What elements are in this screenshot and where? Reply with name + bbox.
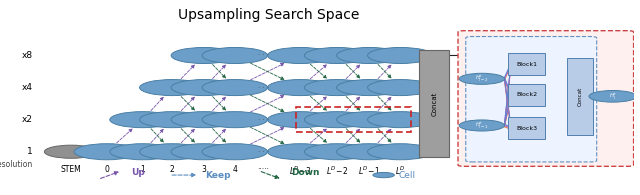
Text: 3: 3 <box>202 165 206 174</box>
Text: Block2: Block2 <box>516 92 537 97</box>
Text: Cell: Cell <box>399 171 415 180</box>
Text: $L^D$$\!-\!2$: $L^D$$\!-\!2$ <box>326 165 348 177</box>
Text: Up: Up <box>131 168 145 177</box>
FancyBboxPatch shape <box>508 117 545 139</box>
FancyBboxPatch shape <box>466 36 596 162</box>
Text: 2: 2 <box>170 165 175 174</box>
Circle shape <box>74 144 140 160</box>
Circle shape <box>202 47 268 64</box>
Circle shape <box>305 80 370 96</box>
Text: · · ·: · · · <box>258 52 269 58</box>
Circle shape <box>171 144 237 160</box>
Circle shape <box>337 112 402 128</box>
Text: 4: 4 <box>232 165 237 174</box>
Circle shape <box>305 144 370 160</box>
Circle shape <box>367 47 433 64</box>
Text: 1: 1 <box>27 147 33 156</box>
Circle shape <box>140 144 205 160</box>
Text: Keep: Keep <box>205 171 230 180</box>
Text: 1: 1 <box>140 165 145 174</box>
Circle shape <box>337 80 402 96</box>
Circle shape <box>460 120 504 131</box>
FancyBboxPatch shape <box>508 84 545 106</box>
Text: $H^t_l$: $H^t_l$ <box>609 91 617 102</box>
Circle shape <box>460 73 504 84</box>
Circle shape <box>171 112 237 128</box>
Text: · · ·: · · · <box>258 117 269 123</box>
Circle shape <box>268 144 333 160</box>
Text: · · ·: · · · <box>258 149 269 155</box>
Text: Output: Output <box>476 51 512 60</box>
Circle shape <box>337 144 402 160</box>
Text: ·····: ····· <box>257 165 269 174</box>
Circle shape <box>110 112 175 128</box>
Circle shape <box>373 172 394 178</box>
Text: Block1: Block1 <box>516 62 537 67</box>
Circle shape <box>367 112 433 128</box>
Text: x8: x8 <box>21 51 33 60</box>
Circle shape <box>337 47 402 64</box>
Text: $H^t_{l-1}$: $H^t_{l-1}$ <box>475 120 488 131</box>
Circle shape <box>268 112 333 128</box>
Circle shape <box>140 112 205 128</box>
Circle shape <box>305 47 370 64</box>
Circle shape <box>268 80 333 96</box>
Text: STEM: STEM <box>61 165 81 174</box>
Text: $L^D$$\!-\!3$: $L^D$$\!-\!3$ <box>289 165 312 177</box>
Text: x2: x2 <box>22 115 33 124</box>
Text: Down: Down <box>291 168 320 177</box>
Text: Resolution: Resolution <box>0 160 33 169</box>
Text: · · ·: · · · <box>258 85 269 90</box>
FancyBboxPatch shape <box>419 50 449 157</box>
Circle shape <box>589 90 637 102</box>
Circle shape <box>367 80 433 96</box>
Text: Block3: Block3 <box>516 126 537 131</box>
Circle shape <box>44 145 98 158</box>
Circle shape <box>202 112 268 128</box>
Text: $L^D$$\!-\!1$: $L^D$$\!-\!1$ <box>358 165 380 177</box>
FancyBboxPatch shape <box>566 58 593 135</box>
Text: Upsampling Search Space: Upsampling Search Space <box>178 8 360 22</box>
FancyBboxPatch shape <box>508 53 545 75</box>
Text: Concat: Concat <box>577 87 582 106</box>
Circle shape <box>305 112 370 128</box>
Circle shape <box>140 80 205 96</box>
Text: Concat: Concat <box>431 91 437 116</box>
Text: x4: x4 <box>22 83 33 92</box>
FancyBboxPatch shape <box>458 31 634 166</box>
Circle shape <box>202 80 268 96</box>
Circle shape <box>202 144 268 160</box>
Text: 0: 0 <box>104 165 109 174</box>
Circle shape <box>171 80 237 96</box>
Text: $H^t_{l-2}$: $H^t_{l-2}$ <box>475 74 488 84</box>
Circle shape <box>110 144 175 160</box>
Circle shape <box>268 47 333 64</box>
Text: $L^D$: $L^D$ <box>395 165 406 177</box>
Circle shape <box>171 47 237 64</box>
Circle shape <box>367 144 433 160</box>
